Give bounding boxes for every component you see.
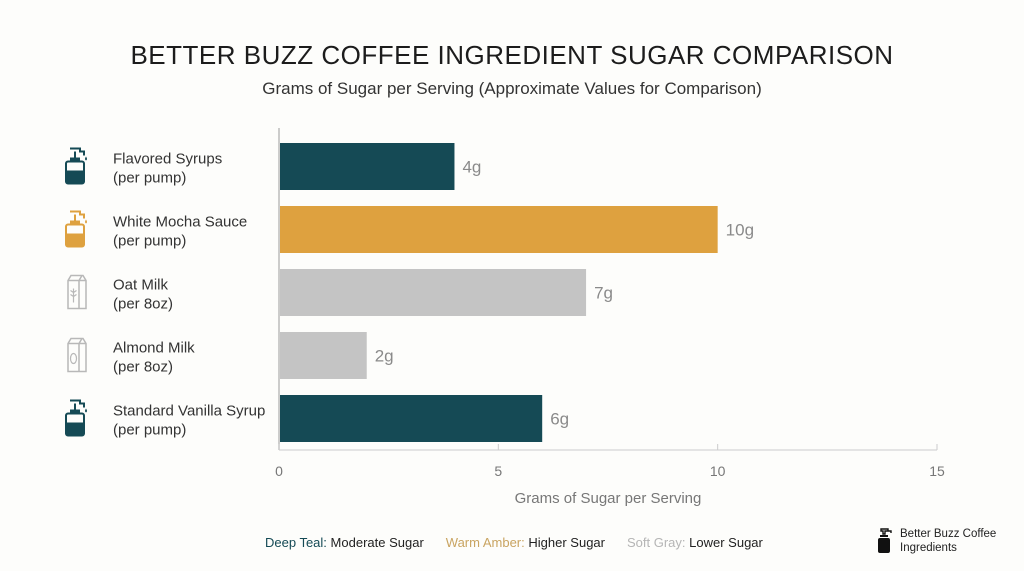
chart-title: BETTER BUZZ COFFEE INGREDIENT SUGAR COMP… xyxy=(130,40,894,70)
category-label: Standard Vanilla Syrup xyxy=(113,403,265,420)
drip xyxy=(85,408,87,413)
pump-neck xyxy=(70,409,80,413)
pump-neck xyxy=(70,220,80,224)
category-label: White Mocha Sauce xyxy=(113,214,247,231)
category-label: Flavored Syrups xyxy=(113,151,222,168)
bottle-fill xyxy=(66,233,84,247)
chart-subtitle: Grams of Sugar per Serving (Approximate … xyxy=(262,79,762,98)
almond xyxy=(69,352,78,365)
category-sublabel: (per 8oz) xyxy=(113,296,173,313)
pump-bottle-icon xyxy=(878,528,892,553)
bottle-fill xyxy=(66,170,84,184)
category-sublabel: (per pump) xyxy=(113,233,186,250)
legend-item-teal: Deep Teal: Moderate Sugar xyxy=(265,535,424,550)
category-label: Almond Milk xyxy=(113,340,195,357)
category-sublabel: (per pump) xyxy=(113,170,186,187)
legend-item-amber: Warm Amber: Higher Sugar xyxy=(445,535,605,550)
drip xyxy=(85,156,87,161)
x-axis-label: Grams of Sugar per Serving xyxy=(515,490,702,507)
milk-carton-almond-icon xyxy=(67,337,87,373)
category-label: Oat Milk xyxy=(113,277,169,294)
x-tick-label: 15 xyxy=(929,463,945,479)
x-tick-label: 0 xyxy=(275,463,283,479)
brand-logo: Better Buzz Coffee Ingredients xyxy=(876,527,996,555)
bar-5 xyxy=(280,395,543,442)
bar-2 xyxy=(280,206,718,253)
pump-head xyxy=(70,399,85,410)
category-sublabel: (per 8oz) xyxy=(113,359,173,376)
drip xyxy=(85,219,87,224)
pump-head xyxy=(70,147,85,158)
category-sublabel: (per pump) xyxy=(113,422,186,439)
pump-neck xyxy=(70,157,80,161)
carton xyxy=(67,274,87,310)
carton xyxy=(67,337,87,373)
data-label: 7g xyxy=(594,284,613,303)
data-label: 10g xyxy=(726,221,754,240)
oat xyxy=(70,288,77,303)
pump-bottle-icon xyxy=(65,399,87,437)
x-tick-label: 10 xyxy=(710,463,726,479)
pump-bottle-icon xyxy=(65,210,87,248)
pump-head xyxy=(70,210,85,221)
bar-1 xyxy=(280,143,455,190)
data-label: 2g xyxy=(375,347,394,366)
milk-carton-oat-icon xyxy=(67,274,87,310)
bottle-fill xyxy=(66,422,84,436)
bar-4 xyxy=(280,332,367,379)
data-label: 6g xyxy=(550,410,569,429)
legend-item-gray: Soft Gray: Lower Sugar xyxy=(627,535,763,550)
data-label: 4g xyxy=(462,158,481,177)
bar-3 xyxy=(280,269,587,316)
x-tick-label: 5 xyxy=(494,463,502,479)
legend: Deep Teal: Moderate Sugar Warm Amber: Hi… xyxy=(265,535,763,550)
pump-bottle-icon xyxy=(65,147,87,185)
